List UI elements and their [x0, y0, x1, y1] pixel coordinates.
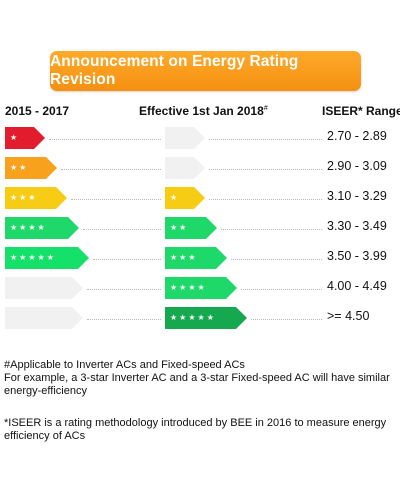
dotted-divider: [87, 289, 161, 290]
iseer-range-value: 2.70 - 2.89: [327, 129, 387, 143]
note-example: For example, a 3-star Inverter AC and a …: [4, 372, 390, 397]
new-rating-arrow: [165, 127, 205, 149]
dotted-divider: [83, 229, 161, 230]
iseer-range-value: 3.50 - 3.99: [327, 249, 387, 263]
dotted-divider: [209, 199, 322, 200]
star-icons: ★★★: [10, 193, 38, 202]
dotted-divider: [49, 139, 161, 140]
dotted-divider: [87, 319, 161, 320]
iseer-range-value: 4.00 - 4.49: [327, 279, 387, 293]
star-icons: ★★★: [170, 253, 198, 262]
star-icons: ★★: [170, 223, 189, 232]
header-new-label: Effective 1st Jan 2018: [139, 104, 264, 118]
star-icons: ★★★★: [10, 223, 47, 232]
dotted-divider: [231, 259, 322, 260]
iseer-range-value: >= 4.50: [327, 309, 370, 323]
star-icons: ★★★★★: [170, 313, 216, 322]
old-rating-arrow: ★★★★★: [5, 247, 89, 269]
new-rating-arrow: ★★★: [165, 247, 227, 269]
announcement-banner: Announcement on Energy Rating Revision: [50, 51, 361, 91]
star-icons: ★: [10, 133, 20, 142]
old-rating-arrow: [5, 277, 83, 299]
old-rating-arrow: ★★★: [5, 187, 67, 209]
star-icons: ★★★★: [170, 283, 207, 292]
old-rating-arrow: ★★★★: [5, 217, 79, 239]
dotted-divider: [209, 169, 322, 170]
old-rating-arrow: [5, 307, 83, 329]
rating-row: ★★★★★ >= 4.50: [0, 307, 400, 329]
iseer-range-value: 2.90 - 3.09: [327, 159, 387, 173]
rating-row: ★ 2.70 - 2.89: [0, 127, 400, 149]
header-new-period: Effective 1st Jan 2018#: [139, 104, 268, 118]
dotted-divider: [241, 289, 322, 290]
dotted-divider: [71, 199, 161, 200]
note-iseer-definition: *ISEER is a rating methodology introduce…: [4, 417, 387, 442]
dotted-divider: [61, 169, 161, 170]
new-rating-arrow: [165, 157, 205, 179]
star-icons: ★: [170, 193, 180, 202]
dotted-divider: [93, 259, 161, 260]
new-rating-arrow: ★★: [165, 217, 217, 239]
footnotes: #Applicable to Inverter ACs and Fixed-sp…: [4, 359, 398, 398]
header-new-mark: #: [263, 105, 268, 112]
header-iseer-range: ISEER* Range: [322, 104, 400, 118]
rating-row: ★★★★ 4.00 - 4.49: [0, 277, 400, 299]
dotted-divider: [221, 229, 322, 230]
old-rating-arrow: ★★: [5, 157, 57, 179]
dotted-divider: [209, 139, 322, 140]
old-rating-arrow: ★: [5, 127, 45, 149]
new-rating-arrow: ★★★★★: [165, 307, 247, 329]
rating-row: ★★★★ ★★ 3.30 - 3.49: [0, 217, 400, 239]
rating-row: ★★★ ★ 3.10 - 3.29: [0, 187, 400, 209]
banner-title: Announcement on Energy Rating Revision: [50, 53, 299, 88]
rating-row: ★★ 2.90 - 3.09: [0, 157, 400, 179]
rating-row: ★★★★★ ★★★ 3.50 - 3.99: [0, 247, 400, 269]
iseer-range-value: 3.10 - 3.29: [327, 189, 387, 203]
new-rating-arrow: ★: [165, 187, 205, 209]
iseer-range-value: 3.30 - 3.49: [327, 219, 387, 233]
dotted-divider: [251, 319, 322, 320]
star-icons: ★★★★★: [10, 253, 56, 262]
note-applicable: #Applicable to Inverter ACs and Fixed-sp…: [4, 359, 245, 371]
header-old-period: 2015 - 2017: [5, 104, 70, 118]
new-rating-arrow: ★★★★: [165, 277, 237, 299]
star-icons: ★★: [10, 163, 29, 172]
